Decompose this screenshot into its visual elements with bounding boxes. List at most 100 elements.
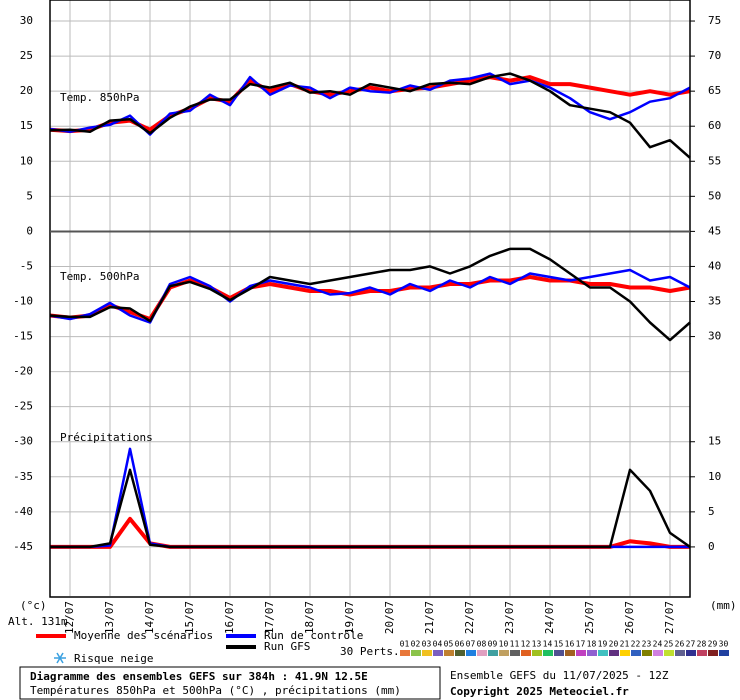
- y-tick-label: -20: [13, 365, 33, 378]
- perturbation-label: 14: [543, 640, 553, 649]
- perturbation-label: 21: [620, 640, 630, 649]
- y-tick-label: -15: [13, 330, 33, 343]
- y2-tick-label: 55: [708, 154, 721, 167]
- series-line: [50, 468, 691, 549]
- perturbation-swatch: [598, 650, 608, 656]
- y2-tick-label: 65: [708, 84, 721, 97]
- x-tick-label: 23/07: [503, 601, 516, 634]
- lines: [49, 72, 691, 549]
- perturbation-swatch: [422, 650, 432, 656]
- perturbation-label: 04: [433, 640, 443, 649]
- annotation: Temp. 500hPa: [60, 270, 139, 283]
- perturbation-label: 07: [466, 640, 476, 649]
- perturbation-swatch: [400, 650, 410, 656]
- y-tick-label: 30: [20, 14, 33, 27]
- plot-frame: [49, 0, 691, 598]
- perturbation-label: 22: [631, 640, 641, 649]
- legend: Moyenne des scénarios Run de contrôleRun …: [36, 629, 363, 653]
- y-tick-label: 5: [26, 189, 33, 202]
- y2-tick-label: 50: [708, 189, 721, 202]
- y2-tick-label: 10: [708, 470, 721, 483]
- footer-box: [19, 666, 441, 700]
- perturbation-label: 03: [422, 640, 432, 649]
- perturbation-label: 13: [532, 640, 542, 649]
- perturbation-label: 26: [675, 640, 685, 649]
- perturbation-label: 02: [411, 640, 421, 649]
- y2-tick-label: 40: [708, 259, 721, 272]
- perturbation-swatch: [554, 650, 564, 656]
- run-info: Ensemble GEFS du 11/07/2025 - 12Z: [450, 669, 669, 682]
- y-tick-label: 20: [20, 84, 33, 97]
- y-tick-label: -45: [13, 540, 33, 553]
- annotation: Temp. 850hPa: [60, 91, 139, 104]
- x-tick-label: 18/07: [303, 601, 316, 634]
- x-tick-label: 27/07: [663, 601, 676, 634]
- x-tick-label: 19/07: [343, 601, 356, 634]
- y-tick-label: 15: [20, 119, 33, 132]
- x-tick-label: 20/07: [383, 601, 396, 634]
- y2-tick-label: 30: [708, 330, 721, 343]
- perturbation-swatch: [642, 650, 652, 656]
- perturbation-swatch: [609, 650, 619, 656]
- perturbation-swatch: [499, 650, 509, 656]
- y2-tick-label: 5: [708, 505, 715, 518]
- perturbation-swatch: [620, 650, 630, 656]
- perturbation-label: 18: [587, 640, 597, 649]
- perturbation-label: 10: [499, 640, 509, 649]
- perturbation-swatch: [686, 650, 696, 656]
- series-line: [49, 72, 691, 159]
- x-tick-label: 17/07: [263, 601, 276, 634]
- perturbation-swatch: [719, 650, 729, 656]
- perturbation-swatch: [510, 650, 520, 656]
- x-tick-label: 22/07: [463, 601, 476, 634]
- perturbation-swatch: [587, 650, 597, 656]
- y-tick-label: -25: [13, 400, 33, 413]
- perturbation-swatch: [576, 650, 586, 656]
- perturbation-swatch: [697, 650, 707, 656]
- x-tick-label: 21/07: [423, 601, 436, 634]
- y2-tick-label: 70: [708, 49, 721, 62]
- perturbation-label: 08: [477, 640, 487, 649]
- perturbation-label: 29: [708, 640, 718, 649]
- x-tick-label: 15/07: [183, 601, 196, 634]
- perturbation-label: 06: [455, 640, 465, 649]
- y2-tick-label: 45: [708, 224, 721, 237]
- y-tick-label: -30: [13, 435, 33, 448]
- y2-tick-label: 0: [708, 540, 715, 553]
- y-tick-label: -5: [20, 259, 33, 272]
- x-tick-label: 12/07: [63, 601, 76, 634]
- x-tick-label: 25/07: [583, 601, 596, 634]
- perturbation-label: 01: [400, 640, 410, 649]
- perturbation-swatch: [466, 650, 476, 656]
- grid: [50, 0, 690, 596]
- y2-tick-label: 35: [708, 295, 721, 308]
- y2-unit: (mm): [710, 599, 737, 612]
- legend-label: Run de contrôle: [264, 629, 363, 642]
- snow-label: Risque neige: [74, 652, 153, 665]
- y-tick-label: -35: [13, 470, 33, 483]
- x-tick-label: 26/07: [623, 601, 636, 634]
- footer-subtitle: Températures 850hPa et 500hPa (°C) , pré…: [30, 684, 401, 697]
- perturbation-swatch: [664, 650, 674, 656]
- perturbation-swatch: [631, 650, 641, 656]
- y-tick-label: 25: [20, 49, 33, 62]
- perturbation-swatch: [543, 650, 553, 656]
- perturbation-swatch: [477, 650, 487, 656]
- legend-label: Moyenne des scénarios: [74, 629, 213, 642]
- legend-label: Run GFS: [264, 640, 310, 653]
- y-tick-label: -40: [13, 505, 33, 518]
- perturbation-swatch: [653, 650, 663, 656]
- perturbation-swatch: [488, 650, 498, 656]
- y2-tick-label: 15: [708, 435, 721, 448]
- perturbation-swatch: [433, 650, 443, 656]
- perturbation-swatch: [521, 650, 531, 656]
- perturbation-swatch: [532, 650, 542, 656]
- perturbation-label: 11: [510, 640, 520, 649]
- y2-tick-label: 75: [708, 14, 721, 27]
- y-tick-label: 0: [26, 224, 33, 237]
- y-tick-label: -10: [13, 295, 33, 308]
- x-tick-label: 16/07: [223, 601, 236, 634]
- annotation: Précipitations: [60, 431, 153, 444]
- y-tick-label: 10: [20, 154, 33, 167]
